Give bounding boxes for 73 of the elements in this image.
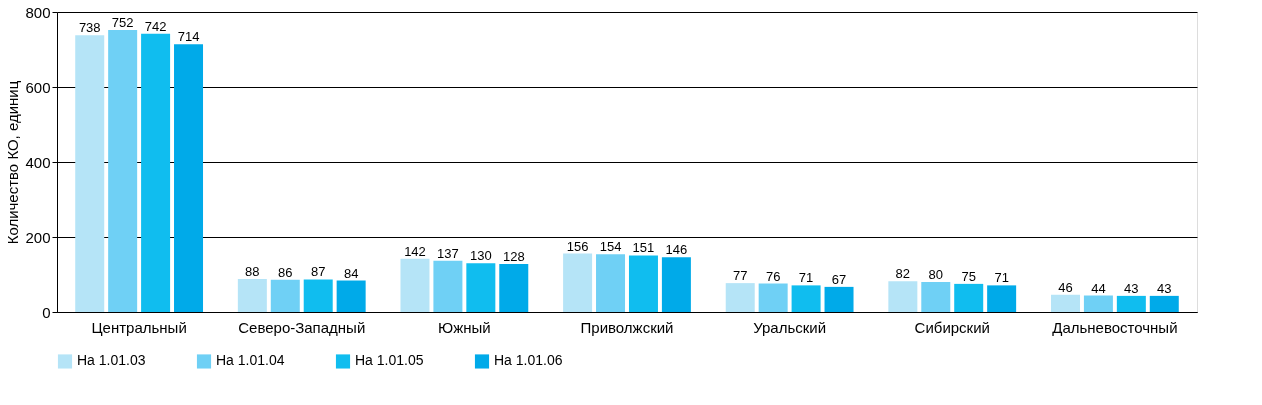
data-label: 43 [1157, 280, 1172, 296]
data-label: 137 [437, 245, 459, 261]
x-tick-label: Уральский [753, 318, 827, 336]
data-label: 154 [599, 239, 622, 255]
bar [921, 282, 951, 312]
x-tick-label: Северо-Западный [238, 318, 366, 336]
bar [758, 283, 788, 312]
bar [303, 279, 333, 312]
x-tick-label: Сибирский [914, 318, 990, 336]
x-tick-label: Южный [438, 318, 491, 336]
data-label: 77 [732, 268, 748, 284]
bar [1116, 295, 1146, 312]
x-tick-label: Приволжский [580, 318, 674, 336]
data-label: 130 [469, 248, 492, 264]
data-label: 738 [78, 20, 101, 36]
data-label: 156 [566, 238, 589, 254]
y-axis-title: Количество КО, единиц [4, 80, 22, 245]
legend-label: На 1.01.05 [355, 352, 424, 369]
bar [1050, 294, 1080, 312]
data-label: 75 [961, 268, 976, 284]
legend-label: На 1.01.03 [77, 352, 146, 369]
y-tick-label: 400 [25, 153, 51, 171]
bar [954, 283, 984, 312]
data-label: 142 [404, 243, 426, 259]
data-label: 86 [278, 264, 293, 280]
data-label: 43 [1124, 280, 1139, 296]
bar [596, 254, 626, 312]
data-label: 84 [343, 265, 359, 281]
bar [499, 264, 529, 312]
data-label: 71 [798, 270, 814, 286]
bar [466, 263, 496, 312]
bar [433, 260, 463, 312]
data-label: 80 [928, 267, 944, 282]
data-label: 151 [632, 240, 655, 256]
bar [174, 44, 204, 312]
bar [563, 253, 593, 312]
y-tick-label: 600 [25, 78, 51, 96]
bar [791, 285, 821, 312]
bar [75, 35, 105, 312]
data-label: 128 [502, 249, 525, 264]
x-tick-label: Дальневосточный [1052, 318, 1178, 336]
bar [108, 30, 138, 312]
bar [824, 286, 854, 312]
data-label: 752 [111, 15, 134, 30]
bar [725, 283, 755, 312]
bar [336, 280, 366, 312]
y-tick-label: 0 [42, 303, 51, 321]
bar [141, 33, 171, 312]
bar [400, 258, 430, 312]
bar [888, 281, 918, 312]
legend-label: На 1.01.04 [216, 352, 285, 369]
data-label: 67 [831, 271, 847, 287]
bar [237, 279, 267, 312]
data-label: 88 [245, 264, 260, 279]
data-label: 742 [144, 18, 167, 34]
data-label: 71 [994, 270, 1009, 286]
data-label: 146 [665, 242, 688, 258]
legend-label: На 1.01.06 [494, 352, 563, 369]
bar [270, 279, 300, 312]
bar [1083, 295, 1113, 312]
data-label: 46 [1058, 279, 1073, 295]
y-tick-label: 800 [25, 3, 51, 21]
data-label: 87 [310, 264, 326, 280]
data-label: 82 [895, 266, 911, 282]
bar [628, 255, 658, 312]
bar [1149, 295, 1179, 312]
x-tick-label: Центральный [91, 318, 187, 336]
y-tick-label: 200 [25, 228, 51, 246]
data-label: 76 [765, 268, 781, 284]
data-label: 44 [1091, 280, 1106, 296]
bar [661, 257, 691, 312]
data-label: 714 [177, 29, 200, 45]
bar [987, 285, 1017, 312]
